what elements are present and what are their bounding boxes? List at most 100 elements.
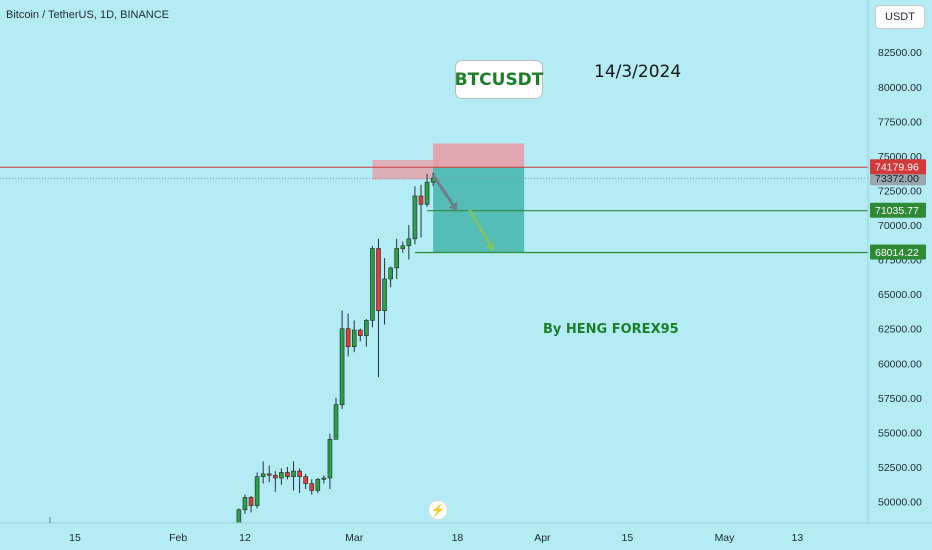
lightning-icon[interactable]: ⚡: [428, 500, 448, 520]
candle-body: [351, 329, 357, 347]
candle-body: [315, 479, 321, 491]
candle: [412, 186, 418, 245]
candle: [333, 397, 339, 440]
candle-body: [412, 195, 418, 240]
candle: [273, 471, 278, 492]
target-1-price-tag-text: 71035.77: [875, 205, 919, 217]
y-tick-label: 62500.00: [878, 324, 922, 336]
candle: [418, 184, 424, 238]
candle-body: [279, 472, 284, 479]
candle-body: [370, 248, 375, 321]
y-tick-label: 52500.00: [878, 462, 922, 474]
y-tick-label: 65000.00: [878, 289, 922, 301]
x-axis-panel: [0, 523, 932, 550]
candle-body: [394, 248, 400, 269]
candle-body: [388, 267, 393, 280]
candle-body: [382, 278, 387, 312]
arrow-head: [485, 241, 495, 252]
y-tick-label: 70000.00: [878, 220, 922, 232]
candle: [364, 319, 369, 347]
candle: [424, 173, 430, 208]
date-annotation[interactable]: 14/3/2024: [594, 62, 682, 82]
candle-body: [339, 328, 345, 406]
x-tick-label: Apr: [534, 532, 551, 544]
candle-body: [242, 497, 248, 511]
candle-body: [303, 476, 308, 484]
x-tick-label: 18: [452, 532, 464, 544]
candle: [406, 225, 412, 260]
arrow-head: [448, 201, 458, 212]
arrow-shaft: [468, 209, 492, 246]
candle-body: [291, 470, 296, 477]
title-box[interactable]: BTCUSDT: [455, 60, 543, 99]
y-axis-panel: [868, 0, 932, 550]
stop-loss-zone: [433, 143, 525, 168]
candle-body: [357, 329, 363, 336]
candle: [303, 473, 308, 490]
candle-body: [254, 476, 260, 506]
candle: [388, 266, 393, 288]
candle: [297, 468, 302, 494]
candle: [345, 313, 351, 357]
x-tick-label: 15: [69, 532, 81, 544]
candle-body: [400, 245, 406, 249]
x-tick-label: 12: [239, 532, 251, 544]
candle: [376, 238, 381, 378]
candle-body: [418, 195, 424, 205]
resistance-price-tag-text: 74179.96: [875, 162, 919, 174]
y-tick-label: 82500.00: [878, 47, 922, 59]
candle: [321, 475, 327, 484]
candle-body: [266, 473, 272, 476]
candle: [394, 238, 400, 279]
candle: [400, 241, 406, 253]
target-1-price-tag: 71035.77: [870, 202, 926, 218]
x-tick-label: Feb: [169, 532, 187, 544]
profit-target-zone: [433, 167, 525, 253]
target-2-price-tag-bg: [870, 244, 926, 260]
candle: [266, 465, 272, 483]
candle-body: [424, 181, 430, 205]
candle: [339, 310, 345, 409]
currency-button[interactable]: USDT: [875, 5, 925, 29]
candle: [382, 258, 387, 325]
y-tick-label: 60000.00: [878, 358, 922, 370]
candle-body: [248, 497, 254, 506]
candle: [279, 468, 284, 485]
candle: [370, 245, 375, 328]
resistance-price-tag-bg: [870, 159, 926, 175]
candle: [327, 433, 333, 490]
candle: [248, 495, 254, 513]
candle: [351, 320, 357, 353]
candle: [254, 472, 260, 509]
arrow-shaft: [431, 174, 455, 206]
y-tick-label: 55000.00: [878, 427, 922, 439]
candle-body: [273, 474, 278, 479]
y-tick-label: 80000.00: [878, 82, 922, 94]
candle-body: [309, 483, 315, 491]
candle-body: [364, 320, 369, 336]
candle-body: [321, 477, 327, 480]
candle: [285, 466, 290, 480]
y-tick-label: 77500.00: [878, 116, 922, 128]
candle: [291, 461, 296, 491]
candle-body: [297, 470, 302, 477]
candle-body: [260, 473, 266, 477]
x-tick-label: 13: [791, 532, 803, 544]
candle: [309, 479, 315, 495]
candle-body: [236, 509, 242, 524]
candle: [260, 461, 266, 484]
candle-body: [345, 328, 351, 347]
resistance-price-tag: 74179.96: [870, 159, 926, 175]
x-tick-label: May: [715, 532, 736, 544]
candle-body: [406, 238, 412, 247]
symbol-header: Bitcoin / TetherUS, 1D, BINANCE: [6, 9, 170, 21]
y-tick-label: 72500.00: [878, 185, 922, 197]
author-annotation[interactable]: By HENG FOREX95: [543, 322, 679, 337]
target-1-price-tag-bg: [870, 202, 926, 218]
target-2-price-tag-text: 68014.22: [875, 247, 919, 259]
x-tick-label: 15: [622, 532, 634, 544]
candle: [315, 477, 321, 494]
x-tick-label: Mar: [345, 532, 364, 544]
y-tick-label: 57500.00: [878, 393, 922, 405]
